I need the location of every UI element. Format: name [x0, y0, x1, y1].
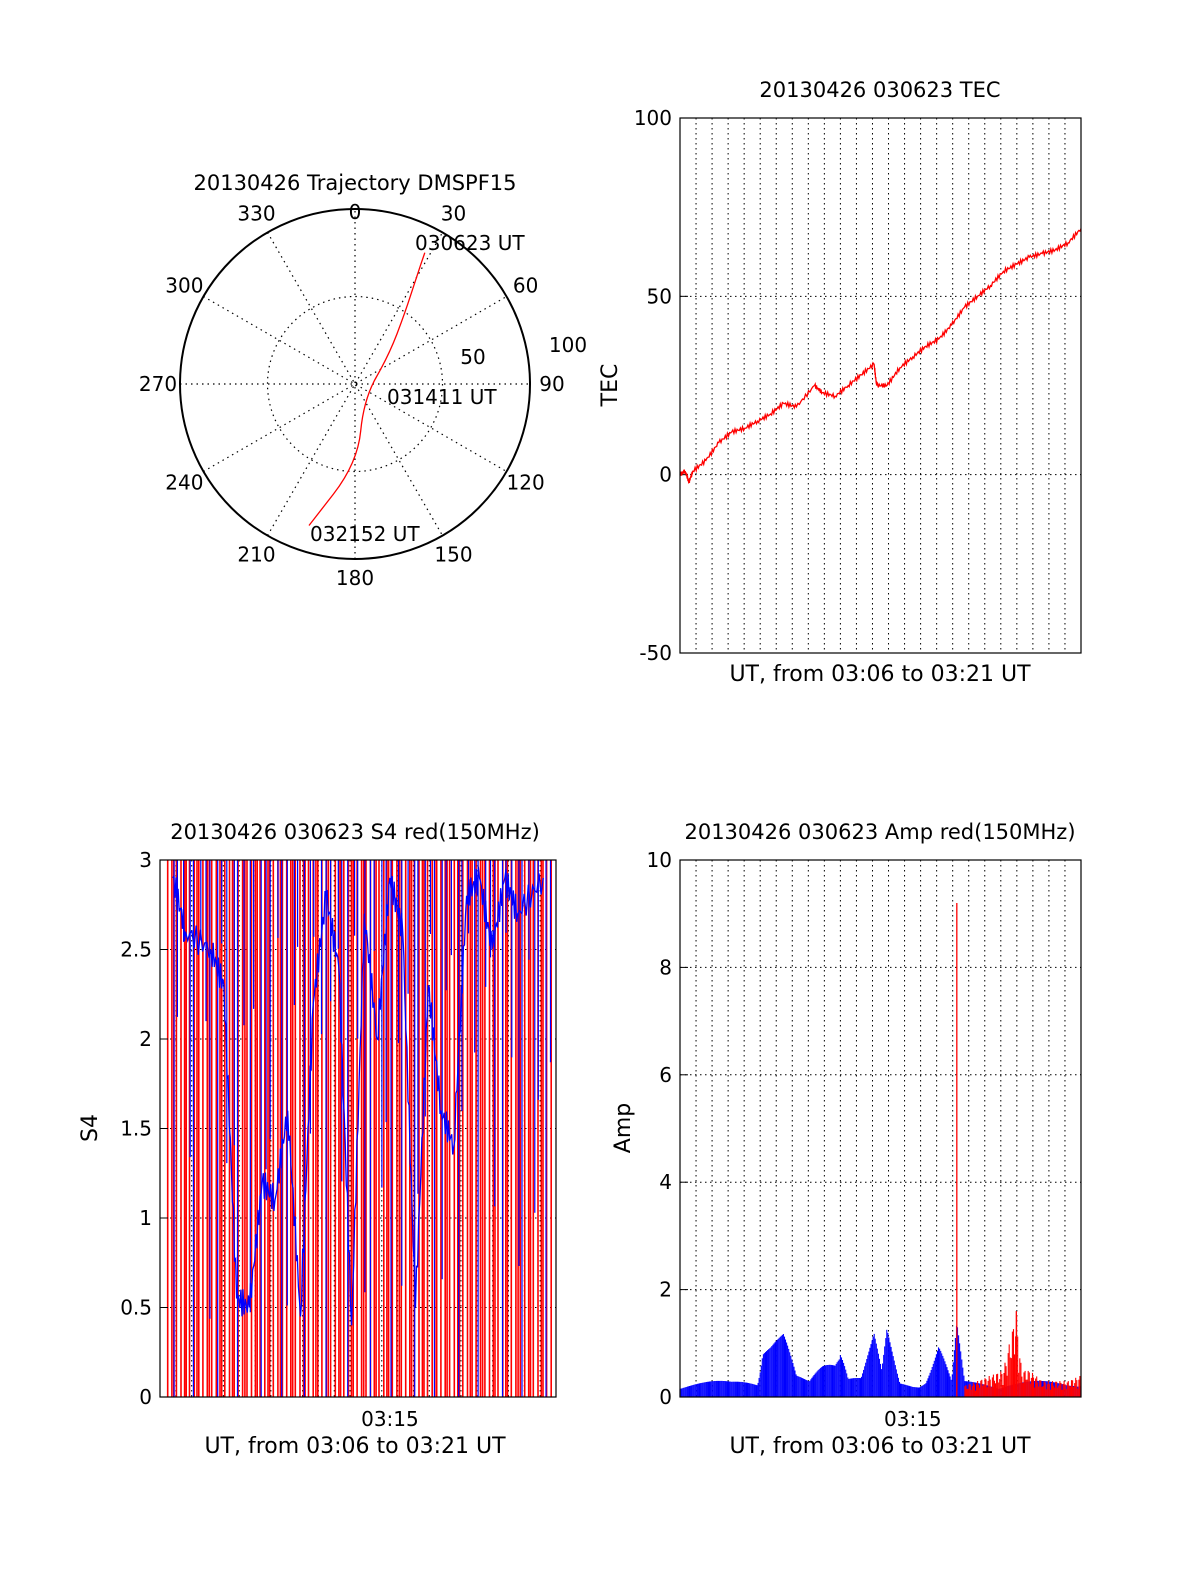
polar-chart: 20130426 Trajectory DMSPF15 0 30 60 90 120 15…: [139, 171, 587, 590]
polar-trajectory: [308, 252, 426, 526]
s4-blue-line: [172, 866, 544, 1326]
polar-radial-label: 100: [549, 333, 587, 357]
s4-ytick-label: 2: [139, 1027, 152, 1051]
tec-axes-frame: [679, 117, 1082, 654]
s4-ylabel: S4: [78, 1114, 103, 1142]
annotation-start: 030623 UT: [415, 231, 525, 255]
polar-azimuth-label: 240: [165, 471, 203, 495]
tec-chart: 20130426 030623 TEC UT, from 03:06 to 03…: [598, 78, 1082, 687]
amp-ytick-label: 10: [647, 848, 672, 872]
tec-series: [679, 228, 1082, 484]
tec-grid: [680, 118, 1081, 653]
polar-grid: [179, 208, 531, 560]
polar-azimuth-label: 210: [237, 543, 275, 567]
polar-azimuth-label: 300: [165, 274, 203, 298]
s4-tick-labels: 0 0.5 1 1.5 2 2.5 3 03:15: [120, 848, 419, 1431]
tec-ylabel: TEC: [598, 364, 623, 408]
tec-line: [679, 228, 1082, 484]
polar-ring-50: [266, 295, 444, 473]
polar-azimuth-label: 150: [434, 543, 472, 567]
s4-ytick-label: 3: [139, 848, 152, 872]
polar-azimuth-label: 270: [139, 372, 177, 396]
amp-xtick-label: 03:15: [884, 1407, 942, 1431]
amp-xlabel: UT, from 03:06 to 03:21 UT: [729, 1434, 1031, 1459]
tec-tick-labels: -50 0 50 100: [634, 106, 688, 665]
amp-ytick-label: 2: [659, 1278, 672, 1302]
polar-azimuth-label: 180: [336, 566, 374, 590]
polar-azimuth-label: 30: [441, 201, 466, 225]
amp-title: 20130426 030623 Amp red(150MHz): [684, 820, 1075, 844]
tec-ytick-label: 0: [659, 463, 672, 487]
polar-azimuth-label: 330: [237, 201, 275, 225]
polar-azimuth-label: 60: [513, 274, 538, 298]
s4-xlabel: UT, from 03:06 to 03:21 UT: [204, 1434, 506, 1459]
amp-axes-frame: [679, 859, 1082, 1398]
tec-ytick-label: -50: [639, 641, 672, 665]
tec-title: 20130426 030623 TEC: [759, 78, 1000, 102]
polar-azimuth-label: 120: [507, 471, 545, 495]
s4-chart: 20130426 030623 S4 red(150MHz) UT, from …: [78, 820, 557, 1459]
polar-trajectory-line: [308, 252, 426, 526]
polar-radial-labels: 50 100: [460, 333, 587, 369]
s4-ytick-label: 0.5: [120, 1296, 152, 1320]
amp-ylabel: Amp: [611, 1103, 636, 1153]
s4-xtick-label: 03:15: [361, 1407, 419, 1431]
amp-series: [679, 902, 1081, 1397]
amp-ytick-label: 0: [659, 1385, 672, 1409]
polar-azimuth-label: 90: [539, 372, 564, 396]
s4-ytick-label: 1.5: [120, 1117, 152, 1141]
amp-ytick-label: 4: [659, 1170, 672, 1194]
s4-series: [166, 860, 553, 1397]
s4-axes-frame: [159, 859, 557, 1398]
tec-ytick-label: 100: [634, 106, 672, 130]
tec-ytick-label: 50: [647, 284, 672, 308]
amp-tick-labels: 0 2 4 6 8 10 03:15: [647, 848, 942, 1431]
annotation-mid: 031411 UT: [387, 385, 497, 409]
polar-radial-label: 50: [460, 345, 485, 369]
polar-spoke: [203, 295, 507, 473]
polar-azimuth-label: 0: [349, 200, 362, 224]
polar-title: 20130426 Trajectory DMSPF15: [193, 171, 516, 195]
annotation-end: 032152 UT: [310, 522, 420, 546]
s4-title: 20130426 030623 S4 red(150MHz): [170, 820, 540, 844]
polar-spoke: [203, 295, 507, 473]
amp-ytick-label: 6: [659, 1063, 672, 1087]
polar-spoke: [266, 232, 444, 536]
s4-ytick-label: 1: [139, 1206, 152, 1230]
s4-ytick-label: 0: [139, 1385, 152, 1409]
amp-grid: [680, 860, 1081, 1397]
tec-xlabel: UT, from 03:06 to 03:21 UT: [729, 662, 1031, 687]
s4-ytick-label: 2.5: [120, 938, 152, 962]
amp-chart: 20130426 030623 Amp red(150MHz) UT, from…: [611, 820, 1082, 1459]
polar-azimuth-labels: 0 30 60 90 120 150 180 210 240 270 300 330: [139, 200, 565, 590]
amp-ytick-label: 8: [659, 955, 672, 979]
polar-spoke: [266, 232, 444, 536]
